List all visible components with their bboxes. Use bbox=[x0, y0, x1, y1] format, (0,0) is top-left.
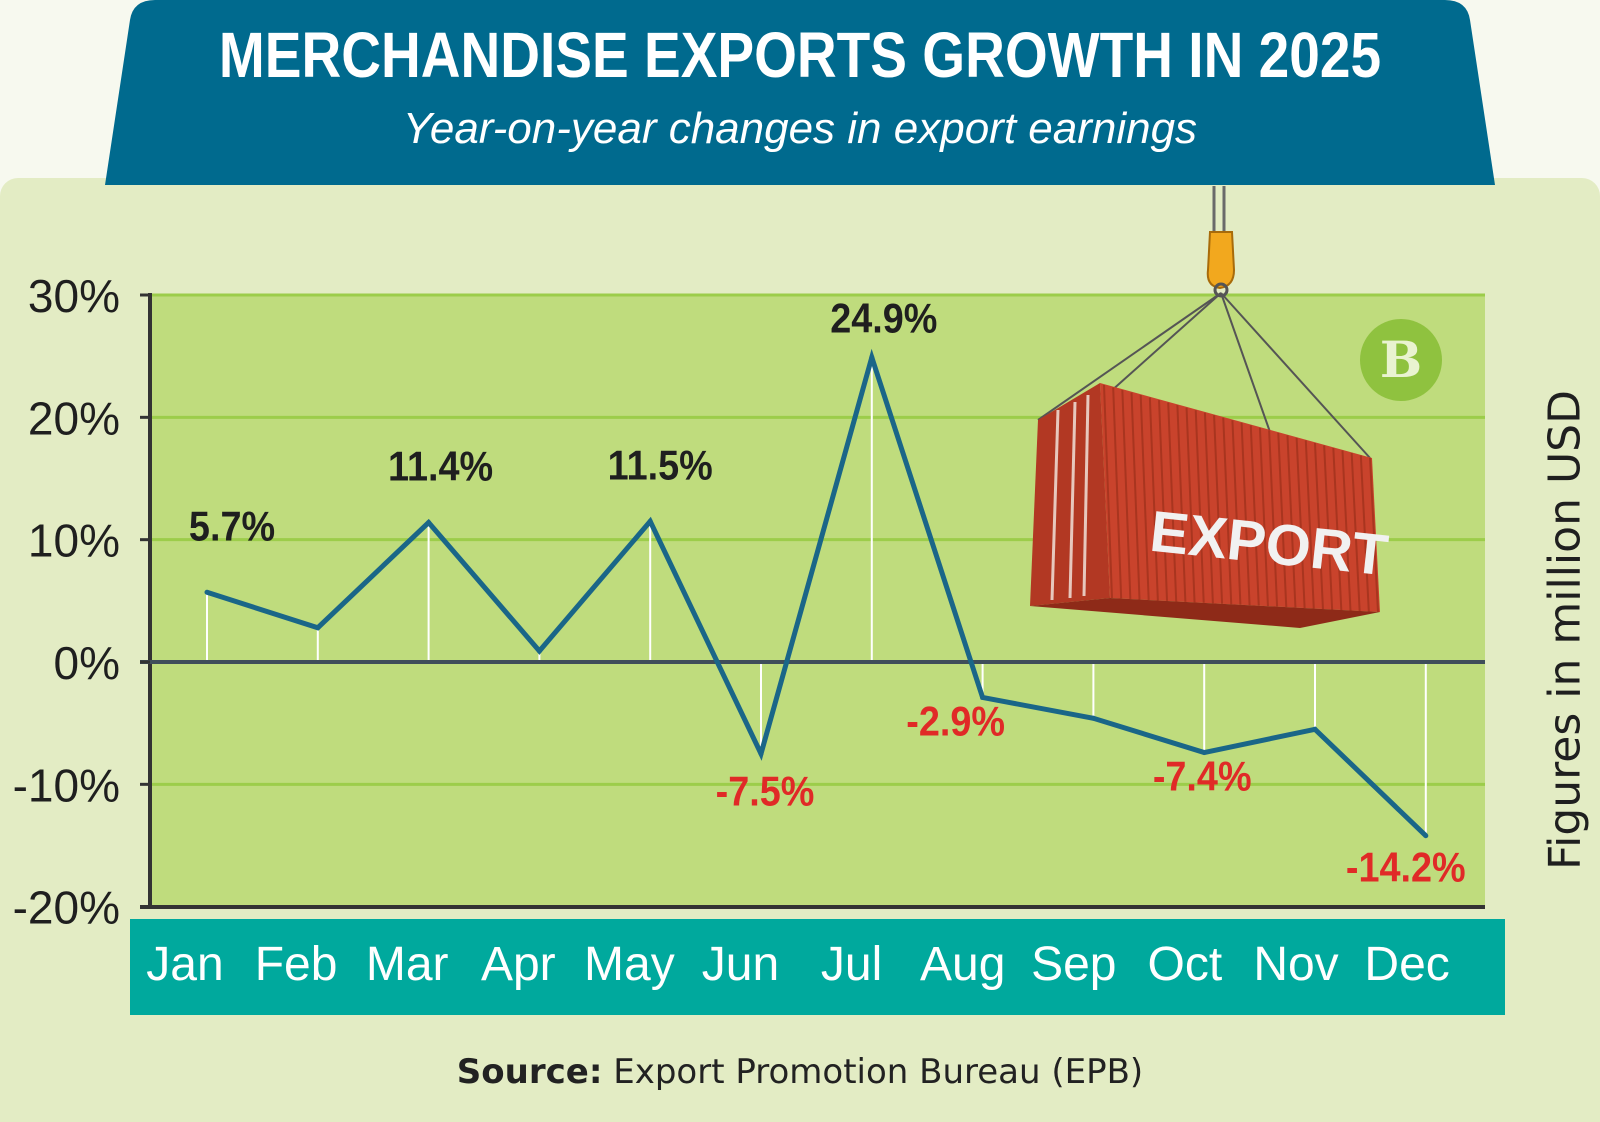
sling-cable bbox=[1037, 292, 1222, 421]
x-tick-label: Dec bbox=[1364, 938, 1450, 991]
data-label: 11.5% bbox=[608, 443, 713, 489]
container-rib bbox=[1341, 450, 1352, 611]
container-rib bbox=[1103, 384, 1113, 599]
y-ticks: 30% 20% 10% 0% -10% -20% bbox=[13, 270, 150, 934]
data-point bbox=[647, 518, 653, 524]
container-rib bbox=[1167, 402, 1178, 602]
container-door-bar bbox=[1068, 401, 1077, 599]
container-rib bbox=[1286, 435, 1297, 608]
data-point bbox=[315, 625, 321, 631]
container-rib bbox=[1313, 442, 1324, 610]
y-tick-label: 30% bbox=[28, 270, 120, 322]
x-tick-label: Sep bbox=[1031, 938, 1117, 991]
data-label: -2.9% bbox=[906, 699, 1005, 745]
data-label: 24.9% bbox=[830, 296, 937, 342]
container-rib bbox=[1249, 425, 1260, 606]
container-door-bar bbox=[1082, 394, 1090, 597]
x-tick-label: Aug bbox=[919, 938, 1006, 991]
title-banner bbox=[105, 0, 1495, 185]
sling-cable bbox=[1220, 292, 1271, 433]
x-tick-label: Jun bbox=[701, 938, 780, 991]
data-label: -14.2% bbox=[1346, 845, 1466, 891]
data-point bbox=[758, 751, 764, 757]
hook-icon bbox=[1206, 231, 1236, 290]
data-point bbox=[204, 589, 210, 595]
y-tick-label: 10% bbox=[28, 515, 120, 567]
container-rib bbox=[1222, 417, 1233, 605]
container-rib bbox=[1148, 397, 1159, 601]
drop-lines bbox=[206, 357, 1427, 836]
month-axis-bar: Jan Feb Mar Apr May Jun Jul Aug Sep Oct Nov Dec bbox=[130, 919, 1505, 1015]
container-end bbox=[1030, 383, 1110, 606]
y-axis-unit-label: Figures in million USD bbox=[1539, 390, 1591, 870]
data-label: 5.7% bbox=[189, 503, 275, 549]
container-bottom bbox=[1030, 598, 1380, 628]
source-text: Export Promotion Bureau (EPB) bbox=[602, 1052, 1144, 1092]
data-point bbox=[980, 694, 986, 700]
container-rib bbox=[1332, 447, 1343, 611]
x-tick-label: Mar bbox=[365, 938, 449, 991]
data-point bbox=[426, 520, 432, 526]
data-label: 11.4% bbox=[388, 444, 493, 490]
banner-shape bbox=[105, 0, 1495, 185]
data-point bbox=[1090, 715, 1096, 721]
x-tick-label: May bbox=[584, 938, 675, 991]
sling-cable bbox=[1109, 292, 1222, 393]
data-labels: 5.7% 11.4% 11.5% -7.5% 24.9% -2.9% -7.4% -14.2% bbox=[189, 296, 1466, 892]
source-note: Source: Export Promotion Bureau (EPB) bbox=[0, 1052, 1600, 1092]
container-rib bbox=[1258, 427, 1269, 607]
data-label: -7.4% bbox=[1153, 754, 1252, 800]
container-rib bbox=[1130, 392, 1141, 600]
container-rib bbox=[1240, 422, 1251, 606]
x-tick-label: Nov bbox=[1253, 938, 1339, 991]
container-rib bbox=[1213, 415, 1224, 604]
container-rib bbox=[1350, 452, 1361, 612]
data-points bbox=[204, 354, 1429, 839]
export-container-illustration: EXPORT bbox=[1030, 383, 1391, 628]
y-tick-label: -20% bbox=[13, 882, 120, 934]
data-point bbox=[1201, 750, 1207, 756]
container-rib bbox=[1194, 410, 1205, 603]
y-tick-label: -10% bbox=[13, 759, 120, 811]
data-label: -7.5% bbox=[716, 769, 815, 815]
container-rib bbox=[1295, 437, 1306, 609]
container-rib bbox=[1139, 395, 1150, 600]
container-rib bbox=[1369, 457, 1379, 613]
container-rib bbox=[1185, 407, 1196, 603]
data-point bbox=[869, 354, 875, 360]
container-rib bbox=[1176, 405, 1187, 602]
x-tick-label: Oct bbox=[1147, 938, 1223, 991]
container-rib bbox=[1112, 387, 1123, 599]
container-rib bbox=[1121, 389, 1132, 600]
container-rib bbox=[1158, 400, 1169, 601]
x-tick-label: Feb bbox=[254, 938, 338, 991]
container-ribs bbox=[1103, 384, 1379, 613]
y-tick-label: 20% bbox=[28, 392, 120, 444]
data-point bbox=[1423, 833, 1429, 839]
source-label: Source: bbox=[456, 1052, 603, 1092]
chart-title: MERCHANDISE EXPORTS GROWTH IN 2025 bbox=[218, 19, 1382, 91]
crane-hook-illustration bbox=[1037, 186, 1371, 459]
chart-subtitle: Year-on-year changes in export earnings bbox=[402, 104, 1198, 153]
x-tick-label: Apr bbox=[480, 938, 556, 991]
data-point bbox=[1312, 726, 1318, 732]
x-tick-label: Jul bbox=[820, 938, 883, 991]
container-rib bbox=[1268, 430, 1279, 607]
container-rib bbox=[1323, 445, 1334, 610]
container-rib bbox=[1231, 420, 1242, 605]
publisher-logo: B bbox=[1360, 319, 1442, 401]
container-rib bbox=[1277, 432, 1288, 608]
series-line bbox=[206, 348, 1428, 838]
y-tick-label: 0% bbox=[54, 637, 120, 689]
sling-cable bbox=[1220, 292, 1371, 459]
container-rib bbox=[1359, 455, 1370, 612]
container-rib bbox=[1304, 440, 1315, 609]
container-door-bar bbox=[1050, 409, 1060, 601]
container-rib bbox=[1203, 412, 1214, 604]
data-point bbox=[536, 648, 542, 654]
x-tick-label: Jan bbox=[146, 938, 224, 991]
